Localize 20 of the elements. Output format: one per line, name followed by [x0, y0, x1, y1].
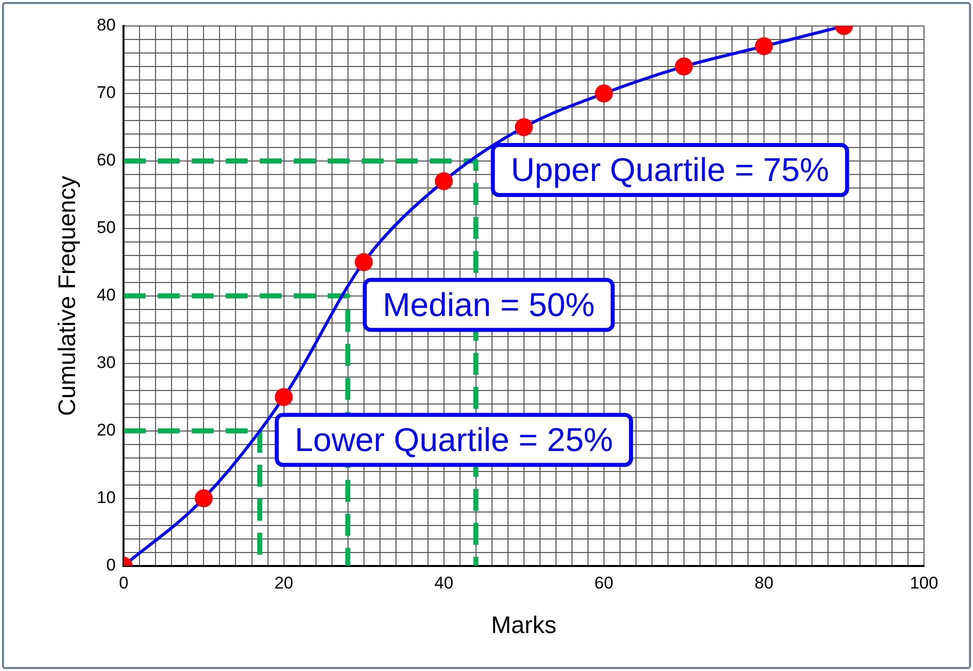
y-tick-label: 0	[106, 555, 116, 574]
x-tick-label: 20	[274, 574, 294, 593]
annotation: Median = 50%	[382, 286, 595, 323]
y-tick-label: 80	[96, 16, 116, 35]
x-tick-label: 40	[434, 574, 454, 593]
annotation: Lower Quartile = 25%	[294, 420, 614, 458]
y-tick-label: 60	[96, 150, 116, 170]
y-tick-label: 40	[96, 286, 116, 305]
annotation: Upper Quartile = 75%	[510, 151, 830, 188]
y-tick-label: 20	[96, 420, 116, 440]
x-tick-label: 100	[910, 574, 938, 593]
y-tick-label: 70	[96, 83, 116, 102]
x-axis-title: Marks	[491, 612, 557, 640]
y-axis-title: Cumulative Frequency	[54, 176, 82, 416]
y-tick-label: 10	[96, 488, 116, 508]
x-tick-label: 0	[118, 574, 128, 593]
x-tick-label: 80	[754, 574, 774, 593]
y-tick-label: 30	[96, 353, 116, 372]
y-tick-label: 50	[96, 218, 116, 238]
x-tick-label: 60	[594, 574, 614, 593]
